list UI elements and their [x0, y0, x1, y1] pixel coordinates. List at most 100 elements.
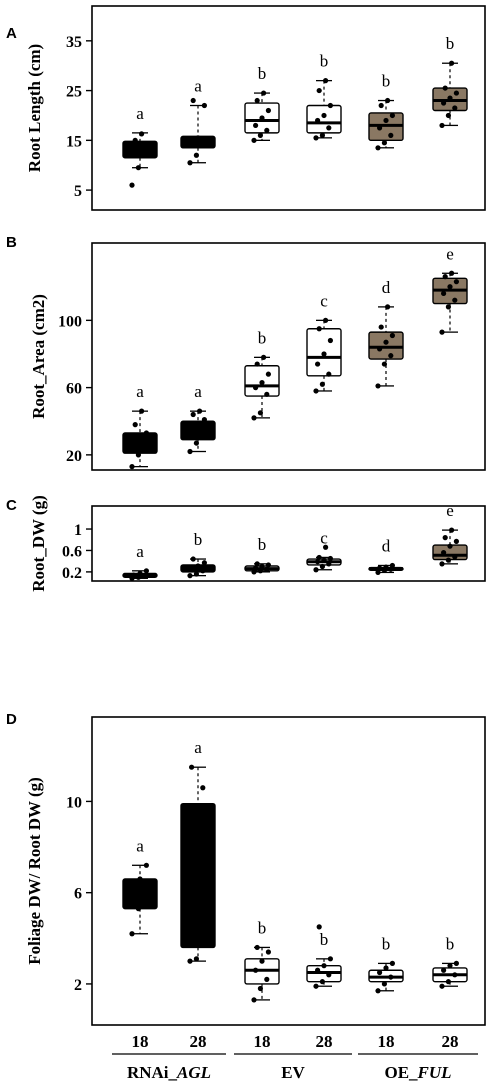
group-label-italic: AGL [176, 1063, 211, 1082]
plot-frame [91, 505, 486, 582]
y-axis-label: Foliage DW/ Root DW (g) [25, 777, 44, 965]
data-point [251, 415, 257, 421]
data-point [265, 107, 271, 114]
panel-letter: D [6, 711, 17, 728]
data-point [254, 361, 260, 367]
data-point [264, 127, 270, 133]
data-point [259, 563, 265, 570]
data-point [257, 410, 263, 416]
data-point [375, 988, 381, 994]
data-point [259, 958, 265, 964]
box-group: b [244, 328, 280, 421]
data-point [327, 337, 333, 344]
data-point [253, 122, 259, 129]
data-point [143, 430, 149, 436]
data-point [375, 145, 381, 151]
data-point [326, 125, 332, 131]
data-point [313, 983, 319, 989]
data-point [439, 122, 445, 129]
box-group: b [368, 72, 404, 151]
data-point [447, 963, 453, 969]
data-point [190, 97, 196, 104]
y-axis-label: Root Length (cm) [25, 44, 44, 172]
y-tick-label: 15 [66, 133, 82, 150]
data-point [143, 568, 149, 574]
significance-label: b [382, 72, 391, 91]
data-point [445, 979, 451, 985]
box-group: b [368, 934, 404, 994]
data-point [323, 544, 329, 550]
y-tick-label: 0.6 [62, 543, 82, 560]
data-point [193, 440, 199, 446]
box-group: a [180, 382, 216, 455]
data-point [385, 304, 391, 310]
y-tick-label: 10 [66, 794, 82, 811]
data-point [452, 554, 458, 560]
data-point [327, 555, 333, 562]
y-tick-label: 1 [74, 522, 82, 539]
group-label: RNAi_AGL [127, 1063, 211, 1082]
box-group: b [306, 52, 342, 141]
y-tick-label: 5 [74, 183, 82, 200]
significance-label: a [136, 104, 144, 123]
data-point [319, 381, 325, 387]
data-point [321, 351, 327, 357]
significance-label: b [258, 918, 267, 937]
plot-frame [91, 242, 486, 471]
data-point [257, 132, 263, 138]
y-axis-label: Root_Area (cm2) [29, 294, 48, 419]
significance-label: b [320, 52, 329, 71]
data-point [453, 279, 459, 285]
data-point [257, 985, 263, 992]
data-point [439, 983, 445, 989]
box-group: e [432, 501, 468, 567]
y-tick-label: 35 [66, 34, 82, 51]
data-point [319, 979, 325, 985]
data-point [195, 135, 201, 141]
panel-B: B 20 60 100 Root_Area (cm2) a a b c d e [6, 234, 486, 471]
group-label: OE_FUL [384, 1063, 451, 1082]
data-point [383, 339, 389, 345]
data-point [377, 565, 383, 571]
data-point [195, 423, 201, 429]
data-point [452, 972, 458, 978]
significance-label: a [136, 542, 144, 561]
data-point [375, 383, 381, 389]
significance-label: a [194, 738, 202, 757]
data-point [441, 290, 447, 297]
data-point [187, 958, 193, 964]
data-point [453, 538, 459, 544]
data-point [323, 78, 329, 84]
data-point [253, 967, 259, 973]
significance-label: c [320, 528, 328, 547]
y-tick-label: 6 [74, 886, 82, 903]
data-point [383, 564, 389, 570]
data-point [449, 60, 455, 66]
data-point [200, 568, 206, 574]
x-tick-label: 28 [316, 1032, 333, 1051]
data-point [137, 435, 143, 441]
box-group: b [244, 64, 280, 143]
significance-label: d [382, 278, 391, 297]
data-point [201, 560, 207, 566]
data-point [323, 317, 329, 323]
data-point [264, 391, 270, 397]
data-point [326, 972, 332, 978]
data-point [132, 422, 138, 428]
data-point [193, 956, 199, 962]
data-point [315, 117, 321, 124]
data-point [441, 967, 447, 973]
data-point [447, 543, 453, 549]
data-point [452, 105, 458, 111]
data-point [200, 142, 206, 148]
data-point [321, 963, 327, 969]
panel-letter: B [6, 234, 17, 251]
significance-label: c [320, 291, 328, 310]
group-label: EV [281, 1063, 305, 1082]
data-point [453, 90, 459, 96]
data-point [378, 102, 384, 109]
significance-label: b [258, 328, 267, 347]
data-point [187, 160, 193, 166]
data-point [378, 324, 384, 330]
data-point [383, 965, 389, 971]
